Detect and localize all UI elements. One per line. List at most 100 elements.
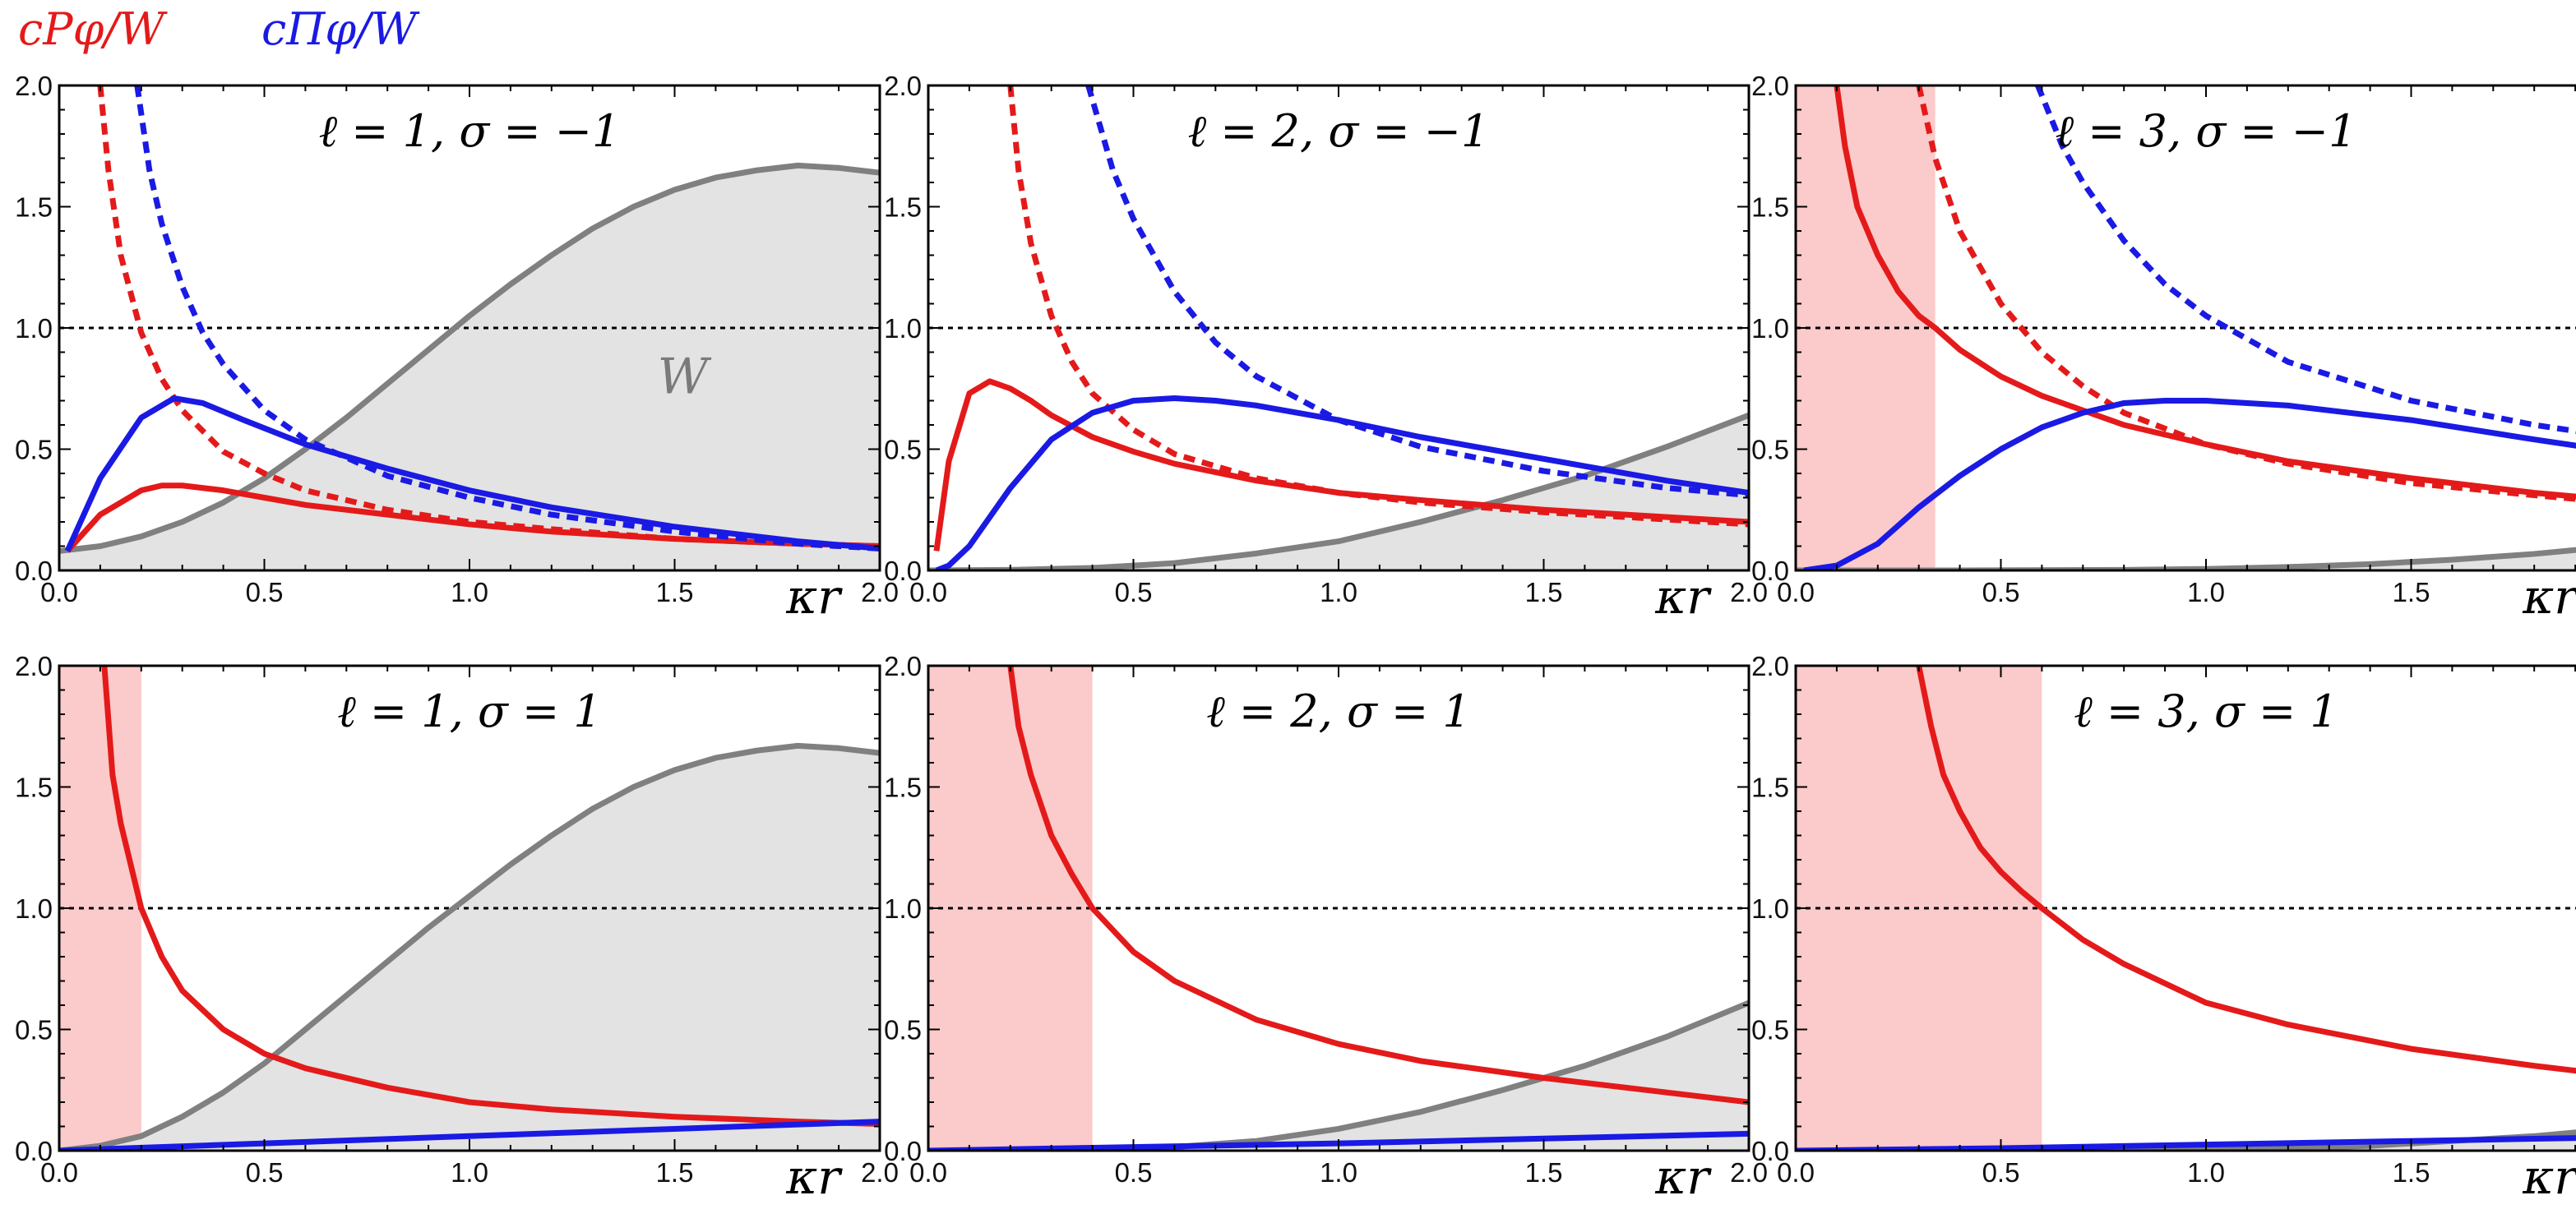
y-tick-label: 0.0 <box>884 556 922 586</box>
x-tick-label: 0.0 <box>40 577 78 607</box>
y-tick-label: 2.0 <box>884 651 922 681</box>
y-tick-label: 1.5 <box>15 773 53 803</box>
plot-area <box>59 666 880 1151</box>
chart-panel-4: 0.0 0.5 1.0 1.5 2.0 0.0 0.5 1.0 1.5 2.0 κr ℓ = 1, σ… <box>15 651 899 1205</box>
x-tick-label: 1.5 <box>2393 1157 2430 1188</box>
legend-pi-label: cΠφ/W <box>261 3 420 55</box>
x-tick-label: 1.0 <box>451 1157 488 1188</box>
legend-p-label: cPφ/W <box>18 3 169 55</box>
panel-title: ℓ = 3, σ = −1 <box>2056 105 2357 157</box>
y-tick-label: 2.0 <box>15 651 53 681</box>
x-axis-label: κr <box>1654 1149 1712 1205</box>
x-axis-label: κr <box>2522 569 2576 625</box>
y-tick-label: 0.5 <box>1751 435 1789 465</box>
plot-area <box>928 85 1749 570</box>
x-tick-label: 0.0 <box>40 1157 78 1188</box>
y-tick-label: 2.0 <box>1751 651 1789 681</box>
x-tick-label: 1.0 <box>1320 1157 1357 1188</box>
y-tick-label: 1.5 <box>15 192 53 223</box>
y-tick-label: 1.0 <box>15 313 53 344</box>
w-area <box>59 745 880 1151</box>
y-tick-label: 0.5 <box>884 435 922 465</box>
x-tick-label: 2.0 <box>1730 577 1768 607</box>
series-p-dashed <box>1916 85 2576 502</box>
y-tick-label: 1.5 <box>884 773 922 803</box>
plot-area <box>1796 666 2576 1151</box>
y-tick-label: 1.0 <box>884 313 922 344</box>
y-tick-label: 0.0 <box>884 1136 922 1166</box>
panel-title: ℓ = 3, σ = 1 <box>2074 685 2338 737</box>
panel-title: ℓ = 2, σ = −1 <box>1188 105 1490 157</box>
x-tick-label: 2.0 <box>1730 1157 1768 1188</box>
x-tick-label: 0.0 <box>1777 1157 1815 1188</box>
x-tick-label: 1.0 <box>1320 577 1357 607</box>
series-p-dashed <box>1007 85 1749 528</box>
y-tick-label: 1.0 <box>15 893 53 924</box>
chart-panel-1: 0.0 0.5 1.0 1.5 2.0 0.0 0.5 1.0 1.5 2.0 κr ℓ = 1, σ… <box>15 71 899 625</box>
w-area <box>59 165 880 570</box>
x-tick-label: 0.0 <box>909 577 947 607</box>
plot-area <box>1796 85 2576 570</box>
x-axis-label: κr <box>1654 569 1712 625</box>
w-area <box>928 1003 1749 1151</box>
x-tick-label: 0.5 <box>1115 1157 1153 1188</box>
y-tick-label: 1.0 <box>1751 313 1789 344</box>
x-tick-label: 2.0 <box>861 1157 899 1188</box>
y-tick-label: 1.5 <box>884 192 922 223</box>
x-tick-label: 0.5 <box>246 577 284 607</box>
y-tick-label: 1.0 <box>884 893 922 924</box>
chart-panel-5: 0.0 0.5 1.0 1.5 2.0 0.0 0.5 1.0 1.5 2.0 κr ℓ = 2, σ… <box>884 651 1768 1205</box>
panel-title: ℓ = 1, σ = 1 <box>337 685 602 737</box>
x-tick-label: 0.5 <box>1982 1157 2020 1188</box>
x-tick-label: 0.0 <box>1777 577 1815 607</box>
y-tick-label: 2.0 <box>1751 71 1789 101</box>
y-tick-label: 1.0 <box>1751 893 1789 924</box>
series-pi-dashed <box>134 85 880 552</box>
x-tick-label: 1.5 <box>1525 577 1563 607</box>
series-pi-dashed <box>1085 85 1749 499</box>
x-tick-label: 0.5 <box>246 1157 284 1188</box>
series-p-solid <box>101 666 880 1128</box>
x-axis-label: κr <box>2522 1149 2576 1205</box>
x-tick-label: 1.5 <box>2393 577 2430 607</box>
chart-panel-2: 0.0 0.5 1.0 1.5 2.0 0.0 0.5 1.0 1.5 2.0 κr ℓ = 2, σ… <box>884 71 1768 625</box>
series-p-solid <box>1916 666 2576 1074</box>
x-tick-label: 0.5 <box>1982 577 2020 607</box>
series-w-solid <box>59 742 880 1151</box>
x-tick-label: 0.0 <box>909 1157 947 1188</box>
x-axis-label: κr <box>785 569 843 625</box>
x-axis-label: κr <box>785 1149 843 1205</box>
y-tick-label: 0.0 <box>15 1136 53 1166</box>
y-tick-label: 0.5 <box>884 1015 922 1045</box>
plot-area <box>928 666 1749 1151</box>
series-w-solid <box>928 412 1749 570</box>
series-pi-solid <box>935 395 1749 570</box>
x-tick-label: 2.0 <box>861 577 899 607</box>
series-p-solid <box>1834 85 2576 500</box>
series-pi-solid <box>64 395 880 552</box>
series-pi-solid <box>59 1119 880 1151</box>
series-pi-dashed <box>2035 85 2576 435</box>
x-tick-label: 1.0 <box>451 577 488 607</box>
w-area <box>928 415 1749 570</box>
x-tick-label: 1.5 <box>1525 1157 1563 1188</box>
w-annotation: W <box>658 348 712 406</box>
y-tick-label: 0.5 <box>1751 1015 1789 1045</box>
y-tick-label: 0.0 <box>1751 556 1789 586</box>
series-w-solid <box>59 162 880 554</box>
y-tick-label: 0.5 <box>15 1015 53 1045</box>
legend: cPφ/W cΠφ/W <box>18 3 420 55</box>
series-p-dashed <box>97 85 880 549</box>
x-tick-label: 1.5 <box>656 577 694 607</box>
panel-title: ℓ = 1, σ = −1 <box>319 105 621 157</box>
x-tick-label: 0.5 <box>1115 577 1153 607</box>
series-pi-solid <box>1803 398 2576 570</box>
y-tick-label: 0.0 <box>15 556 53 586</box>
plot-area <box>59 85 880 570</box>
y-tick-label: 0.0 <box>1751 1136 1789 1166</box>
y-tick-label: 2.0 <box>15 71 53 101</box>
